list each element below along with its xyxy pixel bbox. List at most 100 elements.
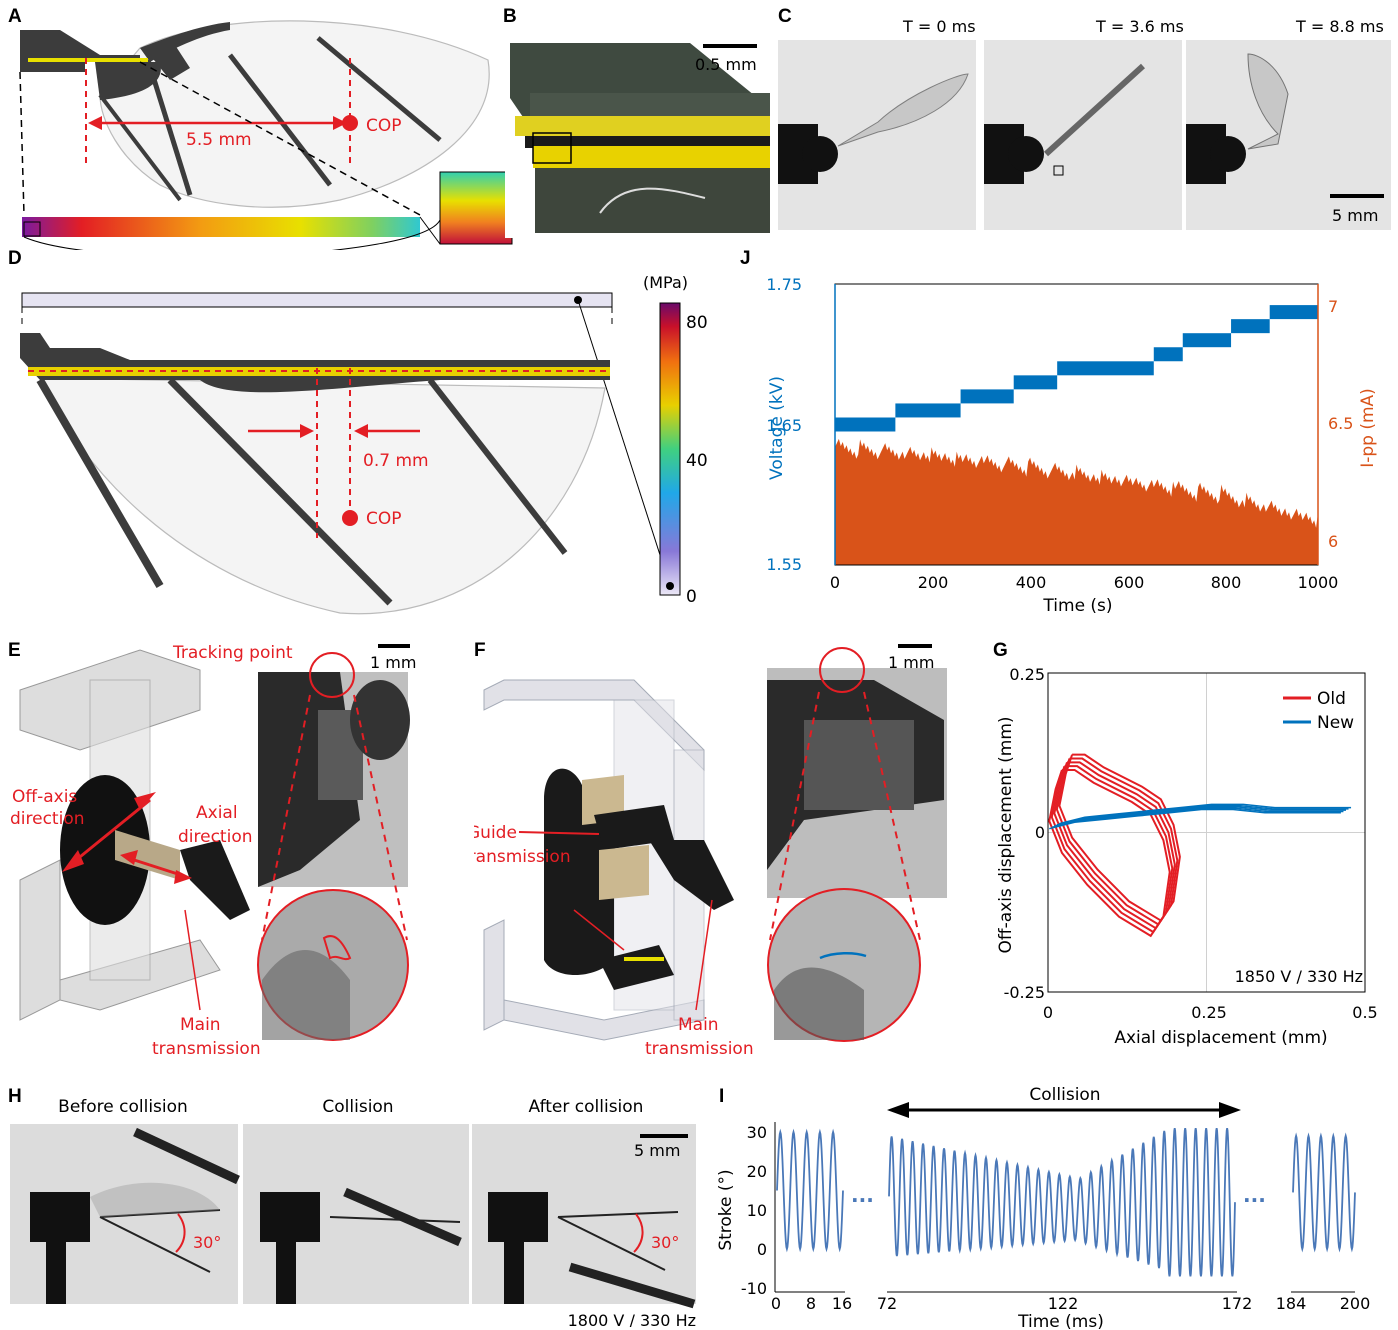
- i-xtick-7: 200: [1340, 1294, 1371, 1313]
- h-angle-2: 30°: [651, 1233, 679, 1252]
- c-time-1: T = 3.6 ms: [1095, 17, 1184, 36]
- h-title-2: After collision: [529, 1097, 644, 1117]
- d-tick-40: 40: [686, 451, 708, 471]
- panel-label-i: I: [719, 1086, 725, 1107]
- g-xtick-1: 0.25: [1191, 1003, 1227, 1022]
- c-scale-label: 5 mm: [1332, 206, 1378, 225]
- e-offaxis-1: Off-axis: [12, 787, 77, 807]
- panel-label-g: G: [993, 640, 1008, 661]
- f-scale-label: 1 mm: [888, 653, 934, 672]
- g-axes-box: [1047, 672, 1366, 993]
- i-collision-arrow-right: [1219, 1102, 1241, 1118]
- panel-j-chart: 1.75 1.65 1.55 7 6.5 6 Voltage (kV) I-pp…: [766, 275, 1378, 616]
- i-dots-right: ...: [1243, 1183, 1266, 1207]
- j-voltage-step: [1269, 305, 1318, 320]
- g-legend-old: Old: [1317, 689, 1346, 709]
- j-ytick-left-0: 1.75: [766, 275, 802, 294]
- i-ytick-4: -10: [741, 1279, 767, 1298]
- j-xtick-2: 400: [1016, 573, 1047, 592]
- g-condition: 1850 V / 330 Hz: [1235, 967, 1363, 986]
- i-xtick-3: 72: [877, 1294, 897, 1313]
- j-voltage-step: [835, 417, 896, 432]
- g-series-new-line: [1059, 803, 1352, 825]
- g-series-old-line: [1058, 753, 1181, 922]
- e-main-1: Main: [180, 1015, 221, 1035]
- panel-i-chart: Collision 30 20 10 0 -10 Stroke (°) 0 8 …: [716, 1085, 1371, 1330]
- d-distance: 0.7 mm: [363, 451, 429, 471]
- i-ytick-1: 20: [747, 1162, 767, 1181]
- j-xtick-5: 1000: [1298, 573, 1339, 592]
- d-colorbar-unit: (MPa): [643, 273, 688, 292]
- i-stroke-line-start: [776, 1128, 844, 1253]
- i-ylabel: Stroke (°): [716, 1169, 736, 1250]
- panel-f-diagram: Guide transmission Main transmission 1 m…: [474, 644, 947, 1059]
- c-time-2: T = 8.8 ms: [1295, 17, 1384, 36]
- c-time-0: T = 0 ms: [902, 17, 976, 36]
- panel-label-h: H: [8, 1086, 22, 1107]
- panel-e-diagram: Off-axis direction Axial direction Main …: [10, 643, 416, 1059]
- j-xtick-4: 800: [1211, 573, 1242, 592]
- j-ytick-right-0: 7: [1328, 297, 1338, 316]
- e-tracking-label: Tracking point: [172, 643, 293, 663]
- j-voltage-step: [1182, 333, 1232, 348]
- e-axial-1: Axial: [196, 803, 238, 823]
- g-series-new-line: [1049, 808, 1341, 830]
- g-series-new-line: [1051, 807, 1344, 829]
- j-ytick-right-2: 6: [1328, 532, 1338, 551]
- h-title-1: Collision: [322, 1097, 393, 1117]
- g-ytick-2: -0.25: [1004, 983, 1045, 1002]
- g-xlabel: Axial displacement (mm): [1114, 1028, 1327, 1048]
- e-scale-label: 1 mm: [370, 653, 416, 672]
- a-cop-label: COP: [366, 116, 402, 136]
- g-ylabel: Off-axis displacement (mm): [996, 716, 1016, 953]
- h-condition: 1800 V / 330 Hz: [568, 1311, 696, 1327]
- j-xtick-3: 600: [1114, 573, 1145, 592]
- panel-label-f: F: [474, 640, 486, 661]
- e-axial-2: direction: [178, 827, 253, 847]
- g-xtick-2: 0.5: [1352, 1003, 1377, 1022]
- g-ytick-1: 0: [1035, 823, 1045, 842]
- j-xtick-0: 0: [830, 573, 840, 592]
- g-legend-new: New: [1317, 713, 1354, 733]
- j-voltage-step: [1231, 319, 1270, 334]
- panel-label-c: C: [778, 6, 792, 27]
- h-frame-1-content: [260, 1187, 462, 1304]
- panel-label-a: A: [8, 6, 22, 27]
- i-xtick-1: 8: [806, 1294, 816, 1313]
- i-xlabel: Time (ms): [1017, 1312, 1104, 1330]
- j-ytick-left-2: 1.55: [766, 555, 802, 574]
- i-ytick-0: 30: [747, 1123, 767, 1142]
- j-ylabel-right: I-pp (mA): [1358, 388, 1378, 468]
- a-distance: 5.5 mm: [186, 130, 252, 150]
- j-ylabel-left: Voltage (kV): [767, 376, 787, 480]
- panel-d-stress: 0.7 mm COP (MPa) 80 40 0: [20, 273, 708, 615]
- i-stroke-line-collision: [888, 1127, 1236, 1277]
- j-voltage-step: [1013, 375, 1058, 390]
- panel-label-d: D: [8, 248, 22, 269]
- panel-label-e: E: [8, 640, 21, 661]
- d-tick-0: 0: [686, 587, 697, 607]
- d-cop-label: COP: [366, 509, 402, 529]
- j-xtick-1: 200: [918, 573, 949, 592]
- i-ytick-2: 10: [747, 1201, 767, 1220]
- panel-label-j: J: [740, 248, 751, 269]
- h-angle-0: 30°: [193, 1233, 221, 1252]
- i-xtick-5: 172: [1222, 1294, 1253, 1313]
- g-xtick-0: 0: [1043, 1003, 1053, 1022]
- b-scale-label: 0.5 mm: [695, 55, 757, 74]
- i-collision-title: Collision: [1029, 1085, 1100, 1105]
- i-dots-left: ...: [851, 1183, 874, 1207]
- g-series-new-line: [1056, 804, 1349, 826]
- i-xtick-4: 122: [1048, 1294, 1079, 1313]
- panel-g-chart: 0.25 0 -0.25 0 0.25 0.5 Axial displaceme…: [996, 665, 1378, 1048]
- i-collision-arrow-left: [887, 1102, 909, 1118]
- h-frame-0-content: 30°: [30, 1127, 240, 1304]
- j-current-band: [835, 438, 1318, 565]
- panel-label-b: B: [503, 6, 517, 27]
- e-offaxis-2: direction: [10, 809, 85, 829]
- j-voltage-step: [1153, 347, 1183, 362]
- f-main-2: transmission: [645, 1039, 754, 1059]
- i-ytick-3: 0: [757, 1240, 767, 1259]
- d-tick-80: 80: [686, 313, 708, 333]
- panel-a-wing-diagram: 5.5 mm COP: [19, 20, 513, 250]
